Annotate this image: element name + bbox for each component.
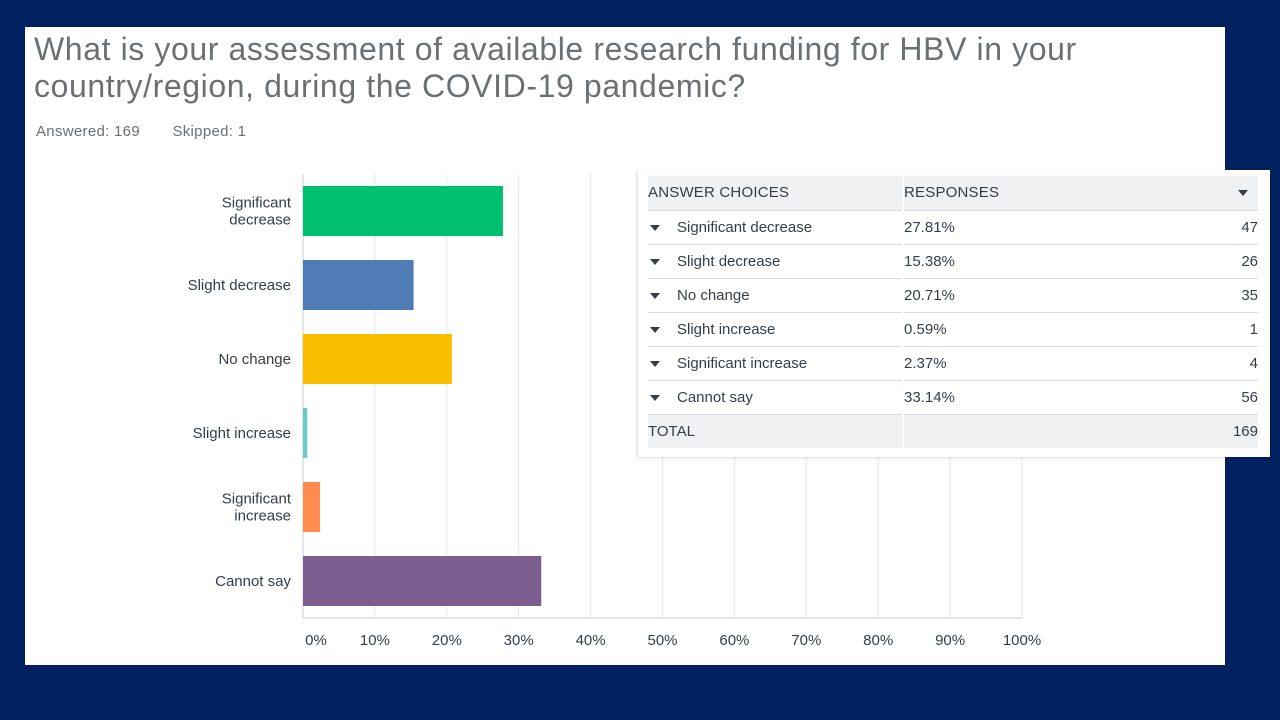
row-choice[interactable]: Slight increase — [648, 312, 904, 347]
table-row: No change 20.71% 35 — [648, 278, 1258, 313]
header-answer-choices: ANSWER CHOICES — [648, 176, 904, 211]
total-row: TOTAL 169 — [648, 414, 1258, 448]
x-tick-label: 40% — [576, 632, 606, 649]
row-percent: 15.38% — [903, 244, 1053, 279]
responses-table-card: ANSWER CHOICES RESPONSES Significant dec… — [638, 170, 1270, 457]
total-label: TOTAL — [648, 414, 904, 448]
row-percent: 2.37% — [903, 346, 1053, 381]
row-percent: 33.14% — [903, 380, 1053, 415]
category-label: Cannot say — [215, 573, 291, 590]
row-count: 47 — [1053, 210, 1258, 245]
expand-caret-icon[interactable] — [650, 360, 660, 367]
row-count: 4 — [1053, 346, 1258, 381]
row-count: 1 — [1053, 312, 1258, 347]
skipped-count: Skipped: 1 — [172, 123, 247, 140]
expand-caret-icon[interactable] — [650, 394, 660, 401]
row-choice[interactable]: Slight decrease — [648, 244, 904, 279]
header-responses[interactable]: RESPONSES — [903, 176, 1258, 211]
category-label: Significant increase — [222, 491, 292, 525]
x-tick-label: 30% — [504, 632, 534, 649]
category-label: Slight increase — [193, 425, 291, 442]
expand-caret-icon[interactable] — [650, 326, 660, 333]
table-header-row: ANSWER CHOICES RESPONSES — [648, 176, 1258, 211]
bar[interactable] — [303, 260, 414, 310]
row-choice[interactable]: Cannot say — [648, 380, 904, 415]
question-title: What is your assessment of available res… — [34, 31, 1077, 104]
x-tick-label: 50% — [647, 632, 677, 649]
total-count: 169 — [1053, 414, 1258, 448]
x-tick-label: 70% — [791, 632, 821, 649]
bar[interactable] — [303, 556, 542, 606]
bar[interactable] — [303, 408, 308, 458]
table-row: Slight decrease 15.38% 26 — [648, 244, 1258, 279]
sort-caret-icon[interactable] — [1238, 190, 1248, 196]
row-choice-label: Significant increase — [677, 354, 808, 372]
row-choice-label: Slight decrease — [677, 252, 781, 270]
expand-caret-icon[interactable] — [650, 224, 660, 231]
x-tick-label: 60% — [719, 632, 749, 649]
row-choice-label: Cannot say — [677, 388, 753, 406]
row-choice-label: Significant decrease — [677, 218, 813, 236]
row-choice-label: Slight increase — [677, 320, 776, 338]
header-responses-label: RESPONSES — [904, 184, 1000, 202]
response-stats: Answered: 169 Skipped: 1 — [36, 123, 246, 140]
table-row: Slight increase 0.59% 1 — [648, 312, 1258, 347]
total-pct — [903, 414, 1053, 448]
row-count: 56 — [1053, 380, 1258, 415]
category-label: No change — [218, 351, 291, 368]
table-row: Significant decrease 27.81% 47 — [648, 210, 1258, 245]
table-row: Significant increase 2.37% 4 — [648, 346, 1258, 381]
expand-caret-icon[interactable] — [650, 258, 660, 265]
category-label: Slight decrease — [188, 277, 291, 294]
answered-count: Answered: 169 — [36, 123, 140, 140]
bar[interactable] — [303, 334, 452, 384]
row-count: 35 — [1053, 278, 1258, 313]
row-choice[interactable]: No change — [648, 278, 904, 313]
x-tick-label: 80% — [863, 632, 893, 649]
x-tick-label: 90% — [935, 632, 965, 649]
expand-caret-icon[interactable] — [650, 292, 660, 299]
row-percent: 27.81% — [903, 210, 1053, 245]
category-label: Significant decrease — [222, 195, 292, 229]
x-tick-label: 10% — [360, 632, 390, 649]
row-choice-label: No change — [677, 286, 750, 304]
row-choice[interactable]: Significant increase — [648, 346, 904, 381]
row-percent: 0.59% — [903, 312, 1053, 347]
row-percent: 20.71% — [903, 278, 1053, 313]
table-row: Cannot say 33.14% 56 — [648, 380, 1258, 415]
bar[interactable] — [303, 482, 321, 532]
x-tick-label: 100% — [1003, 632, 1041, 649]
x-tick-label: 0% — [305, 632, 327, 649]
responses-table: ANSWER CHOICES RESPONSES Significant dec… — [648, 176, 1258, 448]
bar[interactable] — [303, 186, 503, 236]
row-choice[interactable]: Significant decrease — [648, 210, 904, 245]
row-count: 26 — [1053, 244, 1258, 279]
x-tick-label: 20% — [432, 632, 462, 649]
